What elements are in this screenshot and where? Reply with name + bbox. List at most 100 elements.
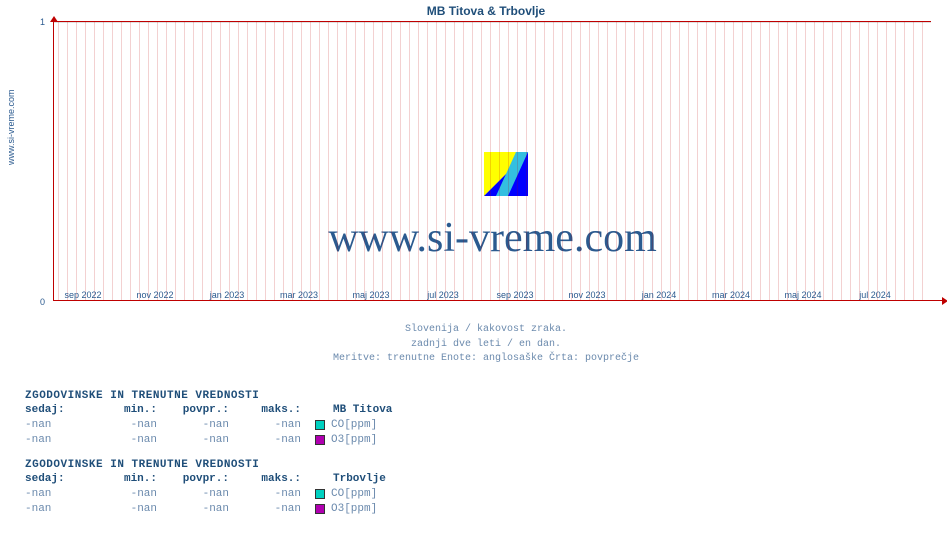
series-label: O3[ppm] [325,503,377,515]
x-axis [54,300,942,301]
x-tick-label: nov 2022 [136,290,173,300]
grid-line-v [670,22,671,300]
grid-line-v [805,22,806,300]
grid-line-v [463,22,464,300]
plot-area: www.si-vreme.com 01 [53,21,931,301]
grid-line-v [76,22,77,300]
grid-line-v [634,22,635,300]
grid-line-v [715,22,716,300]
grid-line-v [400,22,401,300]
x-tick-label: sep 2023 [496,290,533,300]
table-cell: -nan [241,488,313,500]
grid-line-v [175,22,176,300]
grid-line-v [490,22,491,300]
caption-line: zadnji dve leti / en dan. [41,338,931,353]
series-swatch-icon [315,420,325,430]
grid-line-v [301,22,302,300]
grid-line-v [661,22,662,300]
x-tick-label: maj 2024 [784,290,821,300]
grid-line-v [445,22,446,300]
grid-line-v [895,22,896,300]
grid-line-v [319,22,320,300]
grid-line-v [103,22,104,300]
series-label: CO[ppm] [325,419,377,431]
grid-line-v [913,22,914,300]
grid-line-v [337,22,338,300]
grid-line-v [841,22,842,300]
grid-line-v [778,22,779,300]
grid-line-v [220,22,221,300]
x-tick-label: jan 2024 [642,290,677,300]
stats-table: ZGODOVINSKE IN TRENUTNE VREDNOSTIsedaj:m… [25,459,392,516]
grid-line-v [706,22,707,300]
grid-line-v [391,22,392,300]
x-tick-label: mar 2023 [280,290,318,300]
grid-line-v [832,22,833,300]
table-header-cell: maks.: [241,473,313,485]
grid-line-v [499,22,500,300]
table-location: Trbovlje [327,473,386,485]
grid-line-v [283,22,284,300]
grid-line-v [382,22,383,300]
grid-line-v [697,22,698,300]
table-header-cell: povpr.: [169,404,241,416]
grid-line-v [148,22,149,300]
table-row: -nan-nan-nan-nanCO[ppm] [25,417,392,432]
grid-line-v [454,22,455,300]
series-swatch-icon [315,435,325,445]
table-header-row: sedaj:min.:povpr.:maks.:MB Titova [25,402,392,417]
table-cell: -nan [97,503,169,515]
grid-line-v [292,22,293,300]
grid-line-v [769,22,770,300]
grid-line-v [166,22,167,300]
grid-line-v [598,22,599,300]
chart-title: MB Titova & Trbovlje [41,4,931,18]
grid-line-v [58,22,59,300]
table-cell: -nan [241,419,313,431]
grid-line-v [409,22,410,300]
grid-line-v [139,22,140,300]
grid-line-v [742,22,743,300]
series-label: CO[ppm] [325,488,377,500]
grid-line-v [724,22,725,300]
grid-line-v [535,22,536,300]
y-tick-label: 0 [40,297,45,307]
grid-line-v [589,22,590,300]
grid-line-v [211,22,212,300]
table-header-cell: min.: [97,404,169,416]
grid-line-v [157,22,158,300]
series-swatch-icon [315,504,325,514]
grid-line-v [355,22,356,300]
grid-line-v [472,22,473,300]
grid-line-v [679,22,680,300]
table-cell: -nan [169,488,241,500]
grid-line-v [238,22,239,300]
grid-line-v [481,22,482,300]
grid-line-v [508,22,509,300]
x-tick-label: mar 2024 [712,290,750,300]
grid-line-v [427,22,428,300]
table-header-cell: povpr.: [169,473,241,485]
grid-line-v [877,22,878,300]
grid-line-v [526,22,527,300]
grid-line-v [859,22,860,300]
grid-line-v [229,22,230,300]
table-cell: -nan [25,419,97,431]
grid-line-v [544,22,545,300]
grid-line-v [553,22,554,300]
table-header-cell: sedaj: [25,473,97,485]
caption-line: Meritve: trenutne Enote: anglosaške Črta… [41,352,931,367]
table-row: -nan-nan-nan-nanO3[ppm] [25,501,392,516]
table-row: -nan-nan-nan-nanCO[ppm] [25,486,392,501]
table-header-row: sedaj:min.:povpr.:maks.:Trbovlje [25,471,392,486]
grid-line-v [436,22,437,300]
grid-line-v [265,22,266,300]
series-swatch-icon [315,489,325,499]
table-cell: -nan [169,434,241,446]
y-tick-label: 1 [40,17,45,27]
x-tick-label: jul 2023 [427,290,459,300]
grid-line-v [94,22,95,300]
chart-container: MB Titova & Trbovlje www.si-vreme.com 01… [41,4,931,367]
table-title: ZGODOVINSKE IN TRENUTNE VREDNOSTI [25,390,392,402]
x-tick-label: maj 2023 [352,290,389,300]
